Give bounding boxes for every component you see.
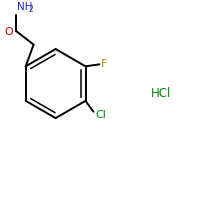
Text: 2: 2 [29, 5, 33, 14]
Text: F: F [101, 59, 108, 69]
Text: NH: NH [17, 2, 32, 12]
Text: O: O [5, 27, 13, 37]
Text: HCl: HCl [151, 87, 171, 100]
Text: Cl: Cl [95, 110, 106, 120]
